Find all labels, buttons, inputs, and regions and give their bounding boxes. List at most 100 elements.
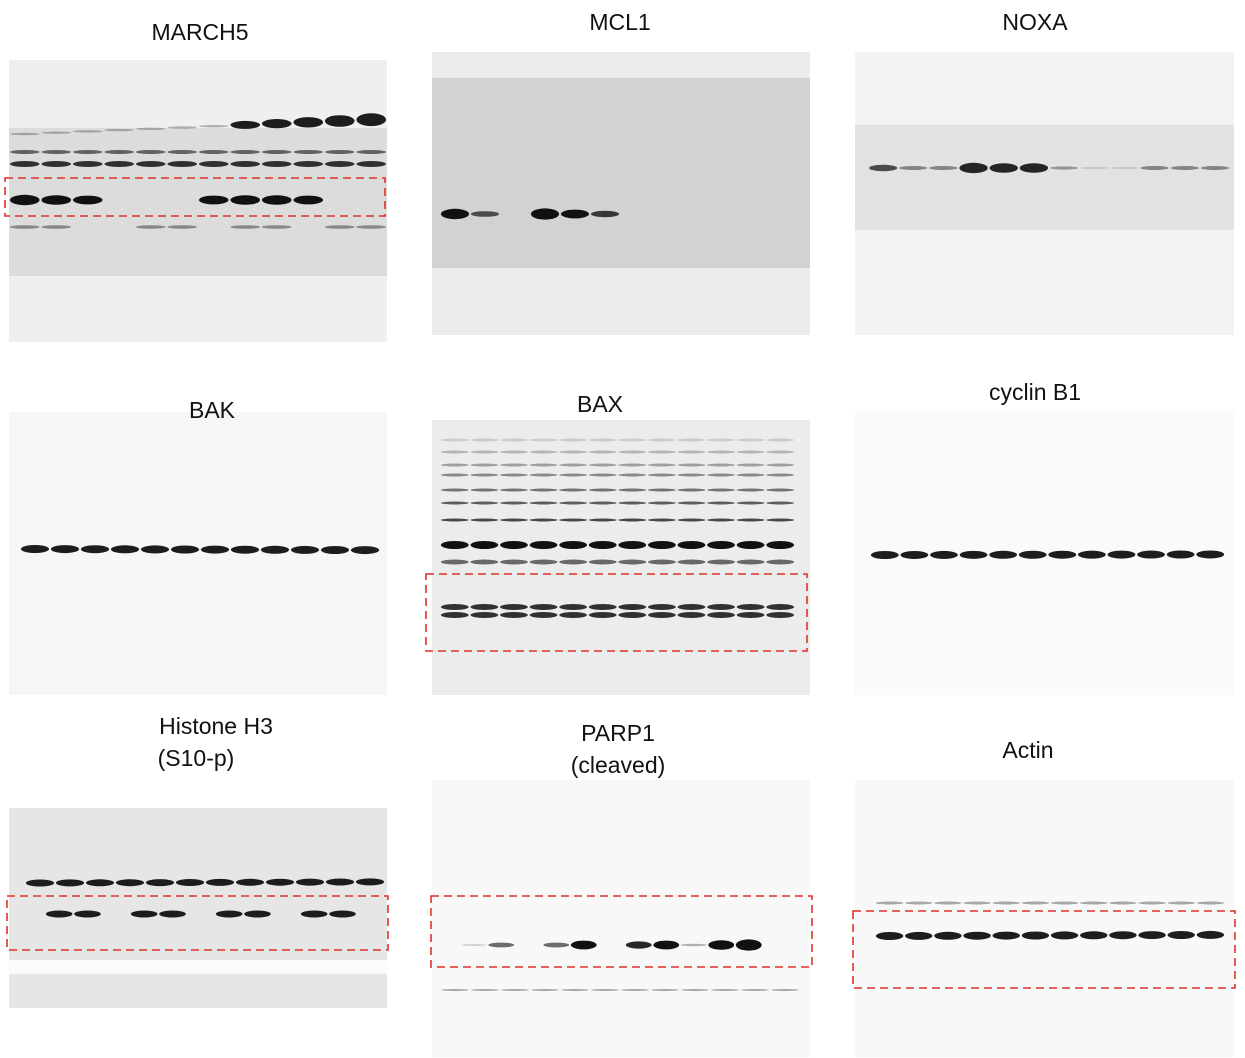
panel-title: cyclin B1: [989, 379, 1081, 405]
band: [588, 438, 617, 442]
band: [1018, 550, 1047, 559]
band: [1196, 901, 1225, 905]
band: [530, 208, 560, 220]
band: [618, 604, 647, 610]
band: [899, 166, 928, 170]
band: [559, 501, 588, 505]
band: [205, 878, 235, 886]
band: [766, 501, 795, 505]
band: [740, 989, 770, 991]
band: [868, 164, 898, 172]
band: [570, 940, 597, 950]
band: [500, 463, 528, 467]
band: [104, 161, 135, 167]
band: [440, 612, 469, 618]
band: [470, 211, 500, 217]
band: [588, 559, 617, 565]
band: [1049, 166, 1079, 170]
band: [500, 450, 528, 454]
band: [875, 932, 904, 940]
band: [25, 879, 55, 887]
band: [265, 878, 295, 886]
band: [470, 488, 499, 492]
band: [135, 161, 166, 167]
band: [293, 150, 324, 154]
band: [963, 901, 991, 905]
band: [115, 879, 145, 887]
band: [200, 545, 230, 554]
blot-region: [432, 78, 810, 268]
band: [530, 989, 560, 991]
band: [235, 878, 265, 886]
band: [650, 989, 680, 991]
band: [560, 989, 590, 991]
band: [1167, 901, 1195, 905]
band: [470, 541, 499, 549]
band: [167, 161, 198, 167]
band: [930, 550, 958, 559]
band: [559, 541, 588, 549]
band: [677, 501, 706, 505]
band: [440, 989, 470, 991]
band: [440, 559, 469, 565]
band: [559, 438, 588, 442]
band: [230, 195, 261, 205]
band: [261, 150, 292, 154]
band: [470, 463, 499, 467]
band: [135, 225, 166, 229]
band: [488, 942, 515, 948]
band: [766, 518, 795, 522]
band: [677, 463, 706, 467]
band: [300, 910, 328, 918]
band: [1080, 901, 1108, 905]
band: [1196, 550, 1225, 559]
band: [140, 545, 170, 554]
band: [440, 604, 469, 610]
band: [470, 604, 499, 610]
band: [992, 901, 1020, 905]
band: [708, 940, 735, 950]
band: [356, 113, 387, 127]
band: [677, 612, 706, 618]
band: [41, 161, 72, 167]
highlight-box: [430, 895, 813, 968]
band: [559, 612, 588, 618]
band: [20, 545, 50, 553]
band: [618, 473, 647, 477]
band: [677, 604, 706, 610]
band: [356, 150, 387, 154]
band: [41, 195, 72, 205]
band: [500, 559, 528, 565]
highlight-box: [852, 910, 1236, 989]
band: [959, 162, 988, 174]
band: [618, 463, 647, 467]
band: [167, 150, 198, 154]
band: [145, 879, 175, 887]
band: [198, 195, 229, 205]
band: [1196, 930, 1225, 939]
band: [934, 931, 962, 940]
band: [588, 501, 617, 505]
band: [261, 195, 292, 205]
band: [529, 518, 558, 522]
band: [440, 473, 469, 477]
band: [261, 161, 292, 167]
band: [9, 225, 40, 229]
band: [215, 910, 243, 918]
band: [55, 879, 85, 887]
band: [736, 501, 765, 505]
band: [529, 438, 558, 442]
band: [900, 550, 929, 559]
band: [618, 541, 647, 549]
band: [647, 473, 676, 477]
band: [707, 541, 735, 549]
band: [707, 463, 735, 467]
band: [135, 150, 166, 154]
band: [500, 438, 528, 442]
band: [80, 545, 110, 554]
band: [529, 473, 558, 477]
band: [905, 931, 933, 940]
band: [9, 194, 40, 206]
band: [290, 545, 320, 554]
